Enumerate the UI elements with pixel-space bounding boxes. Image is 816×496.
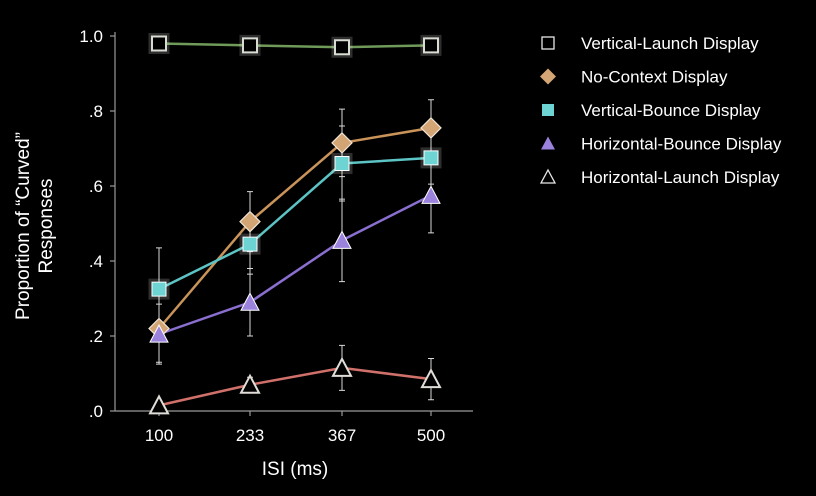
marker-shape xyxy=(332,230,352,249)
marker-glow xyxy=(420,34,442,56)
legend-marker xyxy=(542,104,554,116)
legend-label: Vertical-Launch Display xyxy=(581,34,759,53)
data-point xyxy=(331,132,353,154)
marker-shape xyxy=(331,132,353,154)
series-line xyxy=(158,156,432,291)
data-point xyxy=(331,36,353,58)
y-tick-label: .2 xyxy=(89,327,103,346)
y-tick-label: .4 xyxy=(89,252,103,271)
y-axis-title-line2: Responses xyxy=(36,178,57,273)
marker-glow xyxy=(420,147,442,169)
x-tick-label: 500 xyxy=(417,426,445,445)
marker-shape xyxy=(334,39,350,56)
marker-glow xyxy=(331,153,353,174)
data-point xyxy=(240,292,260,311)
marker-shape xyxy=(423,37,439,54)
series-line xyxy=(158,126,432,330)
data-point xyxy=(420,117,442,139)
data-point xyxy=(239,373,261,394)
marker-glow xyxy=(239,233,261,255)
data-point xyxy=(239,233,261,255)
data-point xyxy=(421,185,441,204)
legend-item: Vertical-Launch Display xyxy=(541,34,759,53)
marker-shape xyxy=(151,35,167,52)
marker-glow xyxy=(148,278,170,300)
legend-marker xyxy=(541,36,555,50)
marker-shape xyxy=(242,37,258,54)
marker-shape xyxy=(420,367,442,389)
x-tick-label: 367 xyxy=(328,426,356,445)
data-point xyxy=(239,210,261,233)
y-tick-label: 1.0 xyxy=(79,27,103,46)
series-line xyxy=(158,42,432,49)
y-tick-label: .6 xyxy=(89,177,103,196)
legend-label: No-Context Display xyxy=(581,68,728,87)
legend-label: Vertical-Bounce Display xyxy=(581,101,761,120)
legend-label: Horizontal-Bounce Display xyxy=(581,135,782,154)
marker-shape xyxy=(151,281,167,297)
marker-shape xyxy=(242,236,258,252)
marker-glow xyxy=(148,33,170,54)
legend-item: No-Context Display xyxy=(540,68,728,87)
legend-marker xyxy=(540,68,556,85)
legend-label: Horizontal-Launch Display xyxy=(581,168,780,187)
data-point xyxy=(148,33,170,54)
y-tick-label: .8 xyxy=(89,102,103,121)
series-layer xyxy=(148,33,442,415)
series-line xyxy=(158,194,432,336)
data-point xyxy=(420,147,442,169)
series-line xyxy=(158,366,432,407)
marker-shape xyxy=(239,373,261,394)
marker-shape xyxy=(421,185,441,204)
legend-item: Horizontal-Bounce Display xyxy=(541,135,782,154)
legend-marker xyxy=(539,168,557,184)
marker-shape xyxy=(239,210,261,233)
data-point xyxy=(420,367,442,389)
x-axis-title: ISI (ms) xyxy=(262,459,329,480)
legend-marker xyxy=(541,136,555,150)
y-axis-title-line1: Proportion of “Curved” xyxy=(13,132,34,320)
data-point xyxy=(149,324,169,343)
data-point xyxy=(331,153,353,174)
marker-shape xyxy=(149,324,169,343)
marker-shape xyxy=(423,150,439,166)
legend: Vertical-Launch Display No-Context Displa… xyxy=(539,34,782,187)
legend-item: Vertical-Bounce Display xyxy=(542,101,761,120)
y-tick-label: .0 xyxy=(89,402,103,421)
data-point xyxy=(148,394,170,415)
marker-glow xyxy=(239,34,261,56)
marker-shape xyxy=(420,117,442,139)
data-point xyxy=(148,278,170,300)
data-point xyxy=(420,34,442,56)
axes: .0 .2 .4 .6 .8 1.0 100 233 367 500 xyxy=(79,27,473,445)
data-point xyxy=(332,230,352,249)
data-point xyxy=(239,34,261,56)
legend-item: Horizontal-Launch Display xyxy=(539,168,780,187)
marker-shape xyxy=(331,356,353,377)
marker-shape xyxy=(148,394,170,415)
marker-glow xyxy=(331,36,353,58)
marker-shape xyxy=(334,156,350,171)
marker-shape xyxy=(240,292,260,311)
x-tick-label: 100 xyxy=(145,426,173,445)
x-tick-label: 233 xyxy=(236,426,264,445)
data-point xyxy=(331,356,353,377)
